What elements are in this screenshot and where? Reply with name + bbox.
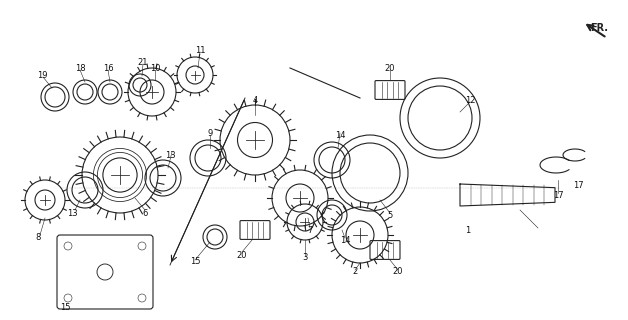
Text: 1: 1 [465,226,470,235]
Text: 5: 5 [387,211,392,220]
Text: 12: 12 [465,95,475,105]
Text: 13: 13 [67,209,77,218]
Text: 15: 15 [190,258,200,267]
Text: 3: 3 [302,253,308,262]
Text: 17: 17 [553,190,563,199]
Text: 4: 4 [252,95,257,105]
Text: 20: 20 [385,63,395,73]
Text: 14: 14 [335,131,345,140]
Text: 7: 7 [307,226,313,235]
Text: 6: 6 [143,209,148,218]
Text: 11: 11 [195,45,205,54]
Text: 10: 10 [149,63,160,73]
Text: 9: 9 [207,129,213,138]
Text: FR.: FR. [590,23,608,33]
Text: 2: 2 [352,268,357,276]
Text: 19: 19 [37,70,47,79]
Text: 16: 16 [103,63,113,73]
Text: 21: 21 [138,58,148,67]
Text: 14: 14 [340,236,350,244]
Text: 20: 20 [392,268,403,276]
Text: 15: 15 [60,303,70,313]
Text: 17: 17 [573,180,583,189]
Text: 8: 8 [35,233,41,242]
Text: 13: 13 [165,150,175,159]
Text: 20: 20 [237,251,247,260]
Text: 18: 18 [75,63,85,73]
